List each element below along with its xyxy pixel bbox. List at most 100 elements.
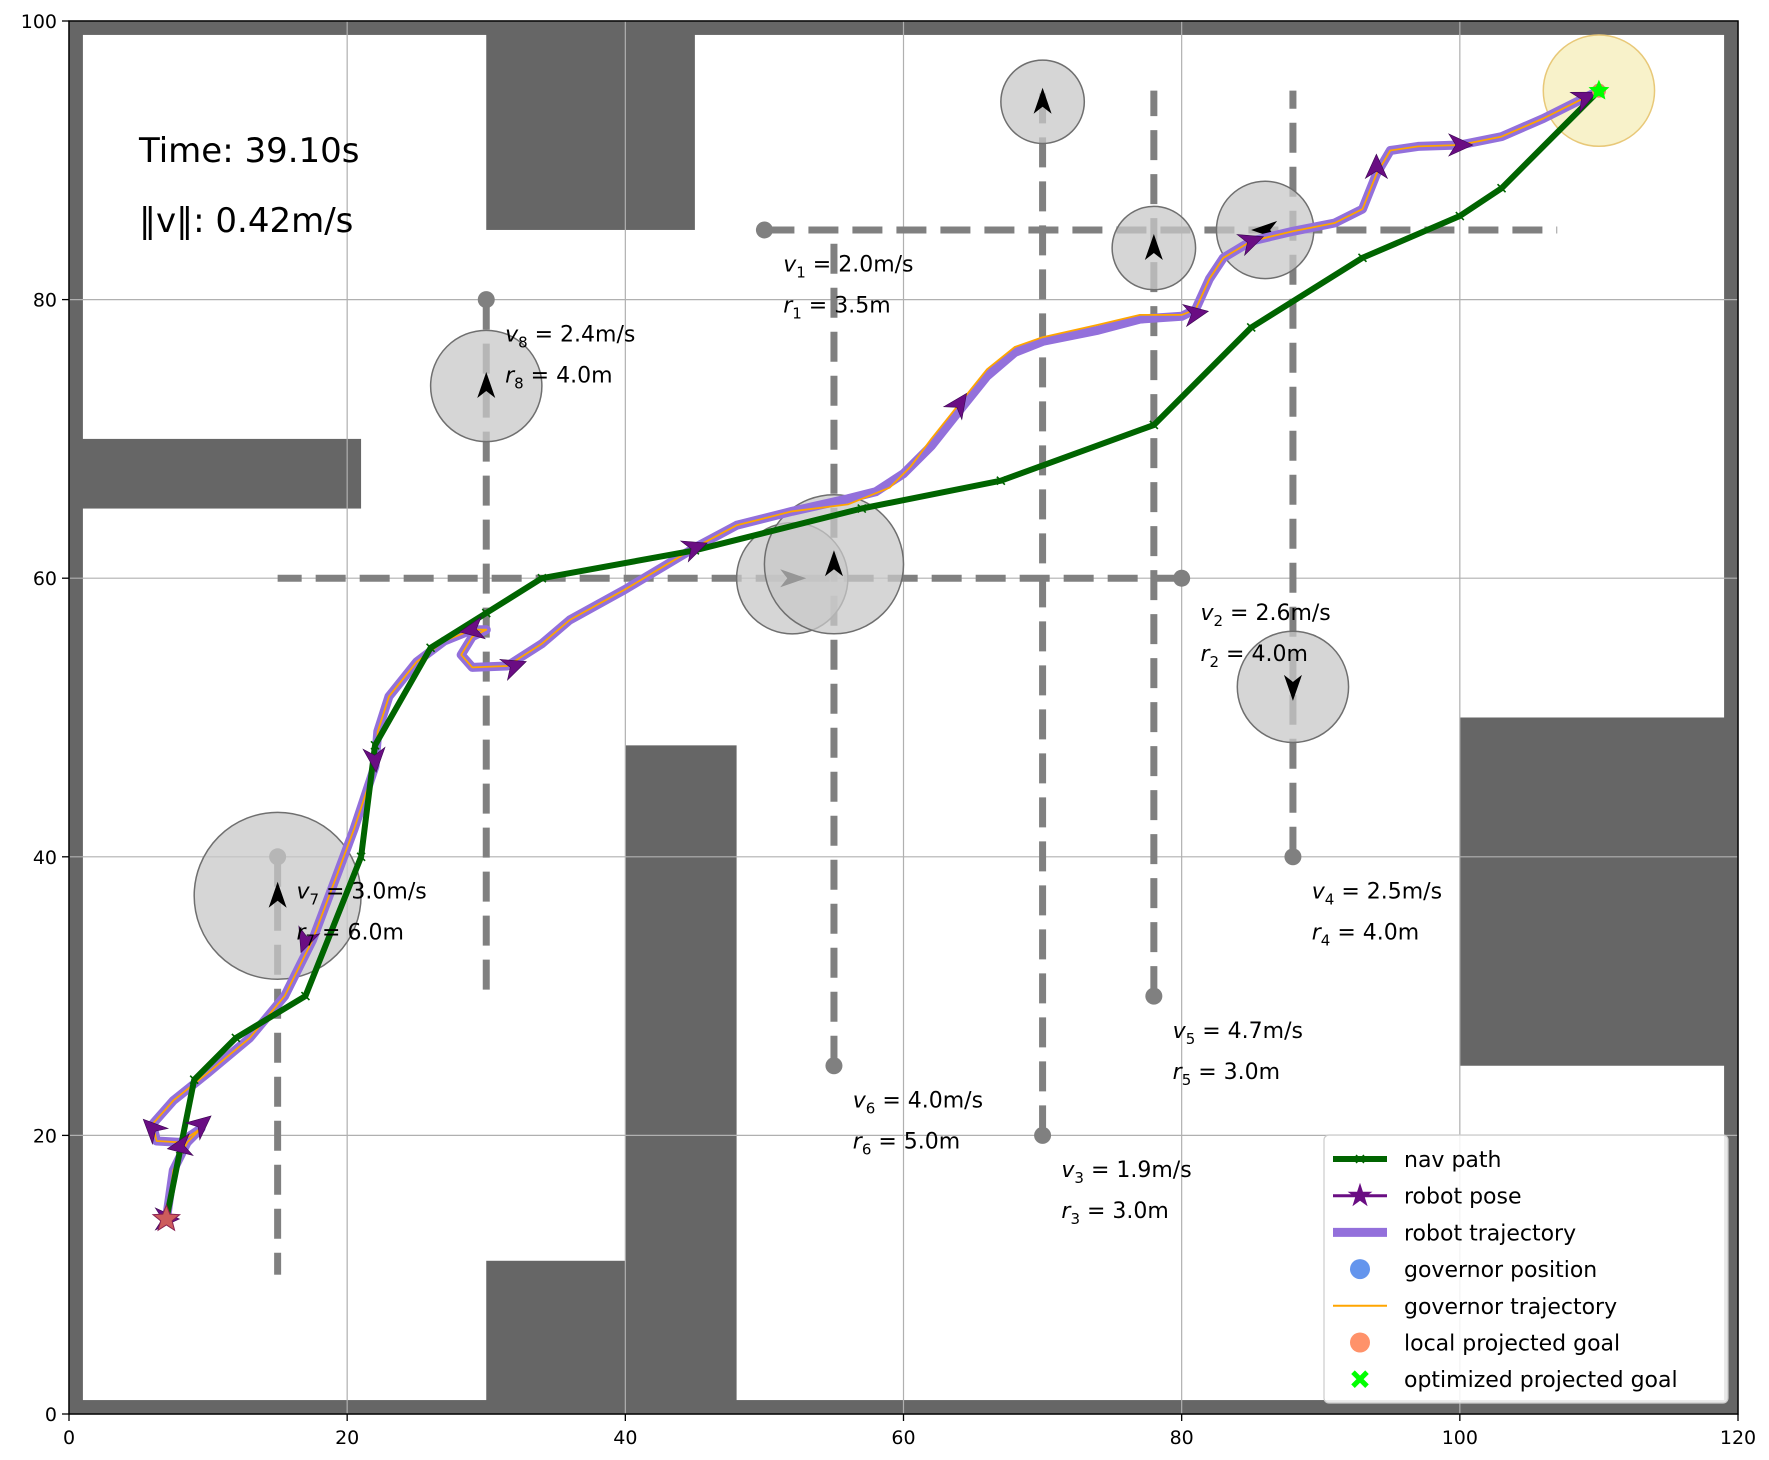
obstacle-radius-label: r5 = 3.0m: [1173, 1060, 1280, 1089]
obstacle-velocity-label: v5 = 4.7m/s: [1173, 1019, 1303, 1048]
obstacle-direction-arrow: [1283, 674, 1302, 701]
series-layer: [147, 86, 1604, 1224]
robot-pose-arrow: [1236, 234, 1265, 257]
plot-area: [68, 20, 1739, 1415]
nav-path-waypoint: [1496, 183, 1507, 193]
robot-pose-arrow: [942, 392, 968, 421]
legend-label: local projected goal: [1404, 1332, 1620, 1357]
x-tick-label: 80: [1170, 1427, 1194, 1449]
obstacle-direction-arrow: [824, 550, 843, 577]
obstacle-velocity-label: v1 = 2.0m/s: [783, 253, 913, 282]
obstacle-velocity-label: v8 = 2.4m/s: [505, 322, 635, 351]
markers-layer: [142, 79, 1610, 1232]
robot-pose-arrow: [1569, 91, 1598, 114]
obstacle-radius-label: r3 = 3.0m: [1061, 1199, 1168, 1228]
obstacle-track-start: [1173, 569, 1191, 587]
robot-pose-arrow: [362, 746, 386, 773]
wall-block: [1459, 717, 1738, 1066]
obstacle-radius-label: r2 = 4.0m: [1200, 642, 1307, 671]
y-tick-label: 0: [45, 1404, 57, 1426]
robot-pose-arrow: [679, 540, 708, 563]
optimized-projected-goal-marker: [1588, 79, 1610, 100]
obstacle-track-start: [755, 221, 773, 239]
nav-path-waypoint: [1149, 420, 1159, 430]
nav-path-waypoint: [1455, 211, 1465, 221]
nav-path-waypoint: [481, 608, 491, 618]
obstacle-radius-label: r8 = 4.0m: [505, 363, 612, 392]
legend-label: robot pose: [1404, 1185, 1522, 1210]
obstacle-direction-arrow: [1144, 234, 1163, 261]
legend-entry: optimized projected goal: [1351, 1368, 1678, 1393]
wall-block: [486, 1260, 626, 1414]
robot-pose-arrow: [498, 659, 527, 681]
obstacle-radius-label: r4 = 4.0m: [1312, 921, 1419, 950]
time-readout: Time: 39.10s: [138, 131, 360, 171]
legend-entry: governor trajectory: [1333, 1295, 1617, 1320]
legend-label: governor trajectory: [1404, 1295, 1617, 1320]
robot-pose-arrow: [142, 1118, 170, 1146]
robot-pose-arrow: [458, 616, 486, 640]
legend-label: nav path: [1404, 1148, 1501, 1173]
legend-entry: local projected goal: [1350, 1332, 1620, 1357]
robot-pose-arrow: [166, 1132, 194, 1157]
axis-ticks: 0 20 40 60 80 100 120 0 20 40 60 80 100: [21, 11, 1756, 1449]
map-walls: [69, 21, 1738, 1414]
obstacle-direction-arrow: [268, 881, 287, 908]
legend-label: governor position: [1404, 1258, 1597, 1283]
x-tick-label: 100: [1442, 1427, 1478, 1449]
obstacle-track-start: [1034, 1126, 1052, 1144]
wall-block: [69, 438, 362, 509]
governor-trajectory-line: [151, 89, 1600, 1220]
nav-path-waypoint: [356, 852, 366, 862]
speed-readout: ‖v‖: 0.42m/s: [139, 201, 353, 241]
y-tick-label: 40: [33, 847, 57, 869]
x-tick-label: 120: [1720, 1427, 1756, 1449]
obstacle-track-start: [825, 1057, 843, 1075]
legend-label: optimized projected goal: [1404, 1368, 1678, 1393]
wall-block: [486, 21, 695, 230]
obstacle-velocity-label: v3 = 1.9m/s: [1061, 1158, 1191, 1187]
y-tick-label: 80: [33, 290, 57, 312]
wall-block: [69, 21, 83, 1414]
robot-pose-arrow: [1364, 153, 1389, 180]
nav-path-waypoint: [537, 573, 547, 583]
nav-path-waypoint: [300, 991, 311, 1001]
nav-path-waypoint: [370, 740, 380, 750]
legend-entry: nav path: [1333, 1148, 1501, 1173]
obstacle-radius-label: r1 = 3.5m: [783, 294, 890, 323]
legend-label: robot trajectory: [1404, 1221, 1576, 1246]
obstacle-radius-label: r7 = 6.0m: [296, 921, 403, 950]
obstacle-annotations: v1 = 2.0m/s r1 = 3.5m v2 = 2.6m/s r2 = 4.0m…: [296, 253, 1442, 1228]
legend-entry: governor position: [1350, 1258, 1597, 1283]
robot-pose-arrow: [184, 1115, 212, 1141]
legend-box: [1323, 1134, 1729, 1404]
nav-path-waypoint: [1357, 253, 1368, 263]
robot-pose-arrow: [298, 925, 321, 954]
x-tick-label: 40: [613, 1427, 637, 1449]
nav-path-waypoint: [231, 1033, 241, 1043]
nav-path-waypoint: [996, 476, 1006, 486]
obstacle-velocity-label: v7 = 3.0m/s: [296, 880, 426, 909]
legend-entry: robot trajectory: [1333, 1221, 1576, 1246]
obstacle-direction-arrow: [1033, 87, 1052, 114]
wall-block: [625, 745, 737, 1414]
obstacle-velocity-label: v6 = 4.0m/s: [853, 1089, 983, 1118]
obstacles: [193, 59, 1350, 981]
x-tick-label: 0: [63, 1427, 75, 1449]
y-tick-label: 60: [33, 568, 57, 590]
obstacle-direction-arrow: [477, 371, 496, 398]
nav-path-waypoint: [189, 1075, 199, 1085]
robot-pose-arrow: [1181, 304, 1210, 328]
obstacle-radius-label: r6 = 5.0m: [853, 1130, 960, 1159]
obstacle-track-start: [1145, 987, 1163, 1005]
nav-path-waypoint: [857, 503, 867, 514]
y-tick-label: 20: [33, 1125, 57, 1147]
start-marker: [151, 1203, 182, 1232]
legend-entry: robot pose: [1333, 1182, 1522, 1210]
x-tick-label: 60: [891, 1427, 915, 1449]
legend: nav path robot pose robot trajectory govern…: [1323, 1134, 1729, 1404]
robot-pose-arrow: [1448, 133, 1474, 157]
obstacle-track-start: [1284, 848, 1302, 866]
obstacle-velocity-label: v4 = 2.5m/s: [1312, 880, 1442, 909]
